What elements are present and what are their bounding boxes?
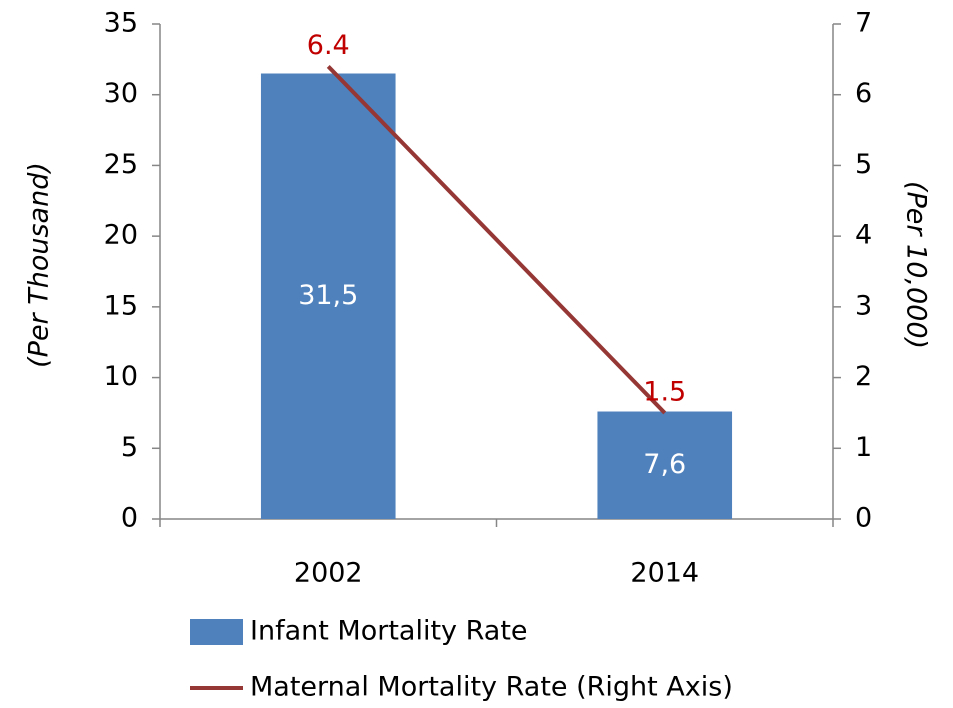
y2-tick-label: 5 bbox=[855, 149, 872, 180]
line-value-label: 1.5 bbox=[643, 376, 686, 407]
bar-value-label: 31,5 bbox=[298, 280, 358, 311]
y2-axis-title: (Per 10,000) bbox=[901, 181, 932, 349]
y-tick-label: 0 bbox=[121, 503, 138, 534]
line-value-label: 6.4 bbox=[307, 30, 350, 61]
line bbox=[326, 65, 667, 415]
y2-tick-label: 6 bbox=[855, 78, 872, 109]
x-tick-label: 2002 bbox=[294, 558, 363, 589]
y2-tick-label: 4 bbox=[855, 220, 872, 251]
bar bbox=[260, 73, 396, 519]
legend-swatch bbox=[190, 619, 243, 645]
y2-tick-label: 7 bbox=[855, 8, 872, 39]
y-tick-label: 15 bbox=[104, 290, 138, 321]
y-tick-label: 10 bbox=[104, 361, 138, 392]
y-tick-label: 25 bbox=[104, 149, 138, 180]
y2-tick-label: 0 bbox=[855, 503, 872, 534]
bar bbox=[597, 411, 733, 519]
y-tick-label: 30 bbox=[104, 78, 138, 109]
y-tick-label: 20 bbox=[104, 220, 138, 251]
y-tick-label: 35 bbox=[104, 8, 138, 39]
x-tick-label: 2014 bbox=[630, 558, 699, 589]
bar-value-label: 7,6 bbox=[643, 449, 686, 480]
y-axis-title: (Per Thousand) bbox=[24, 162, 55, 368]
legend-label: Infant Mortality Rate bbox=[250, 616, 528, 647]
y2-tick-label: 2 bbox=[855, 361, 872, 392]
y-tick-label: 5 bbox=[121, 432, 138, 463]
y2-tick-label: 3 bbox=[855, 290, 872, 321]
y2-tick-label: 1 bbox=[855, 432, 872, 463]
legend-label: Maternal Mortality Rate (Right Axis) bbox=[250, 672, 733, 703]
